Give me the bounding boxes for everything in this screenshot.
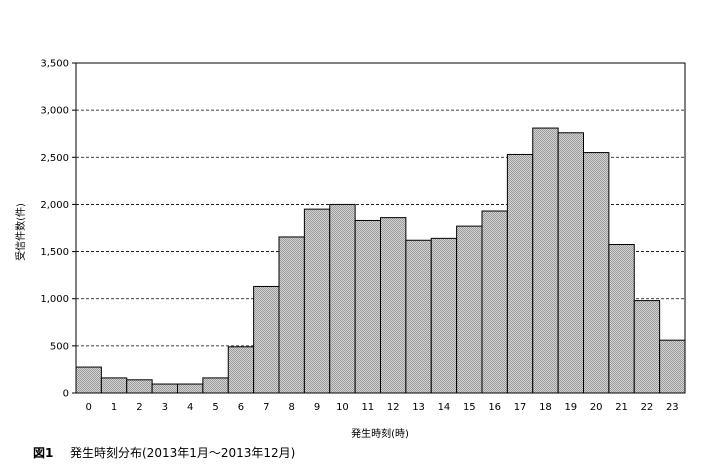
bar (405, 239, 432, 394)
bar (430, 237, 458, 394)
bar (506, 153, 534, 394)
y-tick-label: 1,500 (40, 247, 69, 258)
bar (557, 132, 584, 394)
y-tick-label: 3,500 (40, 59, 69, 70)
y-axis-ticks: 0 500 1,000 1,500 2,000 2,500 3,000 3,500 (40, 59, 76, 400)
x-axis-ticks: 0 1 2 3 4 5 6 7 8 9 10 11 12 13 14 15 16 17 18 19 20 21 22 23 (86, 402, 679, 413)
figure-number: 図1 (33, 446, 53, 460)
x-tick-label: 7 (263, 402, 269, 413)
x-tick-label: 16 (488, 402, 501, 413)
x-tick-label: 9 (314, 402, 320, 413)
bar (151, 383, 178, 394)
x-tick-label: 19 (564, 402, 577, 413)
bar (177, 383, 204, 394)
x-tick-label: 2 (136, 402, 142, 413)
y-tick-label: 0 (63, 389, 69, 400)
bar (481, 210, 508, 394)
bar (354, 219, 381, 394)
x-tick-label: 18 (539, 402, 552, 413)
bar (633, 300, 661, 394)
bar (253, 285, 280, 394)
bar (278, 236, 305, 394)
x-tick-label: 1 (111, 402, 117, 413)
bar (380, 217, 407, 394)
y-tick-label: 1,000 (40, 294, 69, 305)
x-tick-label: 0 (86, 402, 92, 413)
bar (456, 225, 483, 394)
y-tick-label: 3,000 (40, 106, 69, 117)
bar (303, 208, 331, 394)
bar (100, 377, 128, 394)
bar (329, 203, 356, 394)
bar (583, 152, 610, 394)
x-tick-label: 15 (463, 402, 476, 413)
x-tick-label: 13 (412, 402, 425, 413)
y-tick-label: 2,500 (40, 153, 69, 164)
x-tick-label: 14 (438, 402, 451, 413)
x-tick-label: 8 (289, 402, 295, 413)
x-tick-label: 21 (615, 402, 628, 413)
x-tick-label: 10 (336, 402, 349, 413)
y-tick-label: 500 (50, 341, 69, 352)
x-tick-label: 17 (514, 402, 527, 413)
x-tick-label: 5 (212, 402, 218, 413)
bar (659, 339, 686, 394)
x-tick-label: 11 (361, 402, 374, 413)
bar (227, 346, 255, 394)
bar (75, 366, 102, 394)
x-tick-label: 6 (238, 402, 244, 413)
bar (532, 127, 559, 394)
x-tick-label: 12 (387, 402, 400, 413)
figure-caption: 発生時刻分布(2013年1月～2013年12月) (70, 446, 295, 460)
bar (202, 377, 229, 394)
x-tick-label: 4 (187, 402, 193, 413)
plot-area-frame (75, 62, 686, 394)
x-tick-label: 23 (666, 402, 679, 413)
x-tick-label: 22 (641, 402, 654, 413)
x-tick-label: 3 (162, 402, 168, 413)
y-axis-title: 受信件数(件) (14, 203, 27, 261)
y-tick-label: 2,000 (40, 200, 69, 211)
x-tick-label: 20 (590, 402, 603, 413)
bar (126, 379, 153, 394)
bar (608, 244, 635, 394)
bars (75, 127, 686, 394)
x-axis-title: 発生時刻(時) (351, 427, 409, 440)
